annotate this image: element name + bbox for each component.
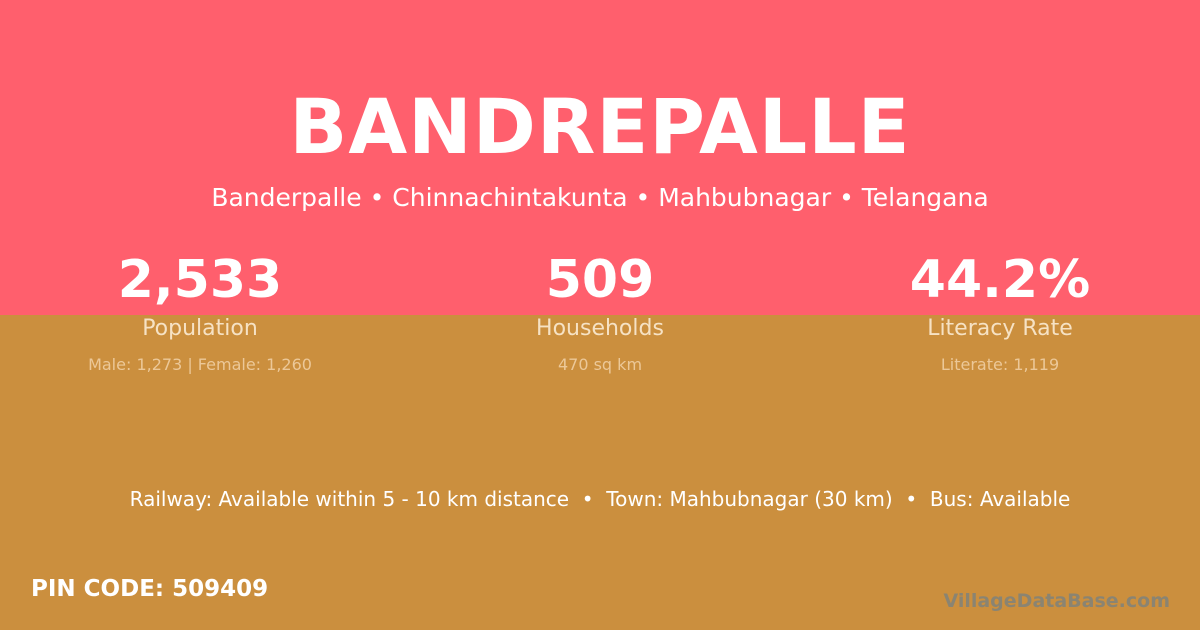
footer-background bbox=[0, 315, 1200, 630]
stat-value: 44.2% bbox=[909, 250, 1091, 310]
brand-logo: VillageDataBase.com bbox=[943, 590, 1170, 612]
pin-code: PIN CODE: 509409 bbox=[31, 576, 269, 602]
stat-value: 509 bbox=[545, 250, 655, 310]
header-background bbox=[0, 0, 1200, 315]
stat-label: Literacy Rate bbox=[927, 316, 1073, 341]
stat-detail: Literate: 1,119 bbox=[940, 355, 1060, 374]
stat-label: Population bbox=[142, 316, 258, 341]
location-breadcrumb: Banderpalle • Chinnachintakunta • Mahbub… bbox=[211, 183, 989, 212]
village-title: BANDREPALLE bbox=[289, 82, 911, 171]
stat-detail: 470 sq km bbox=[557, 355, 643, 374]
stat-detail: Male: 1,273 | Female: 1,260 bbox=[88, 355, 312, 374]
facilities-line: Railway: Available within 5 - 10 km dist… bbox=[129, 487, 1071, 511]
stat-value: 2,533 bbox=[117, 250, 283, 310]
stat-label: Households bbox=[536, 316, 664, 341]
